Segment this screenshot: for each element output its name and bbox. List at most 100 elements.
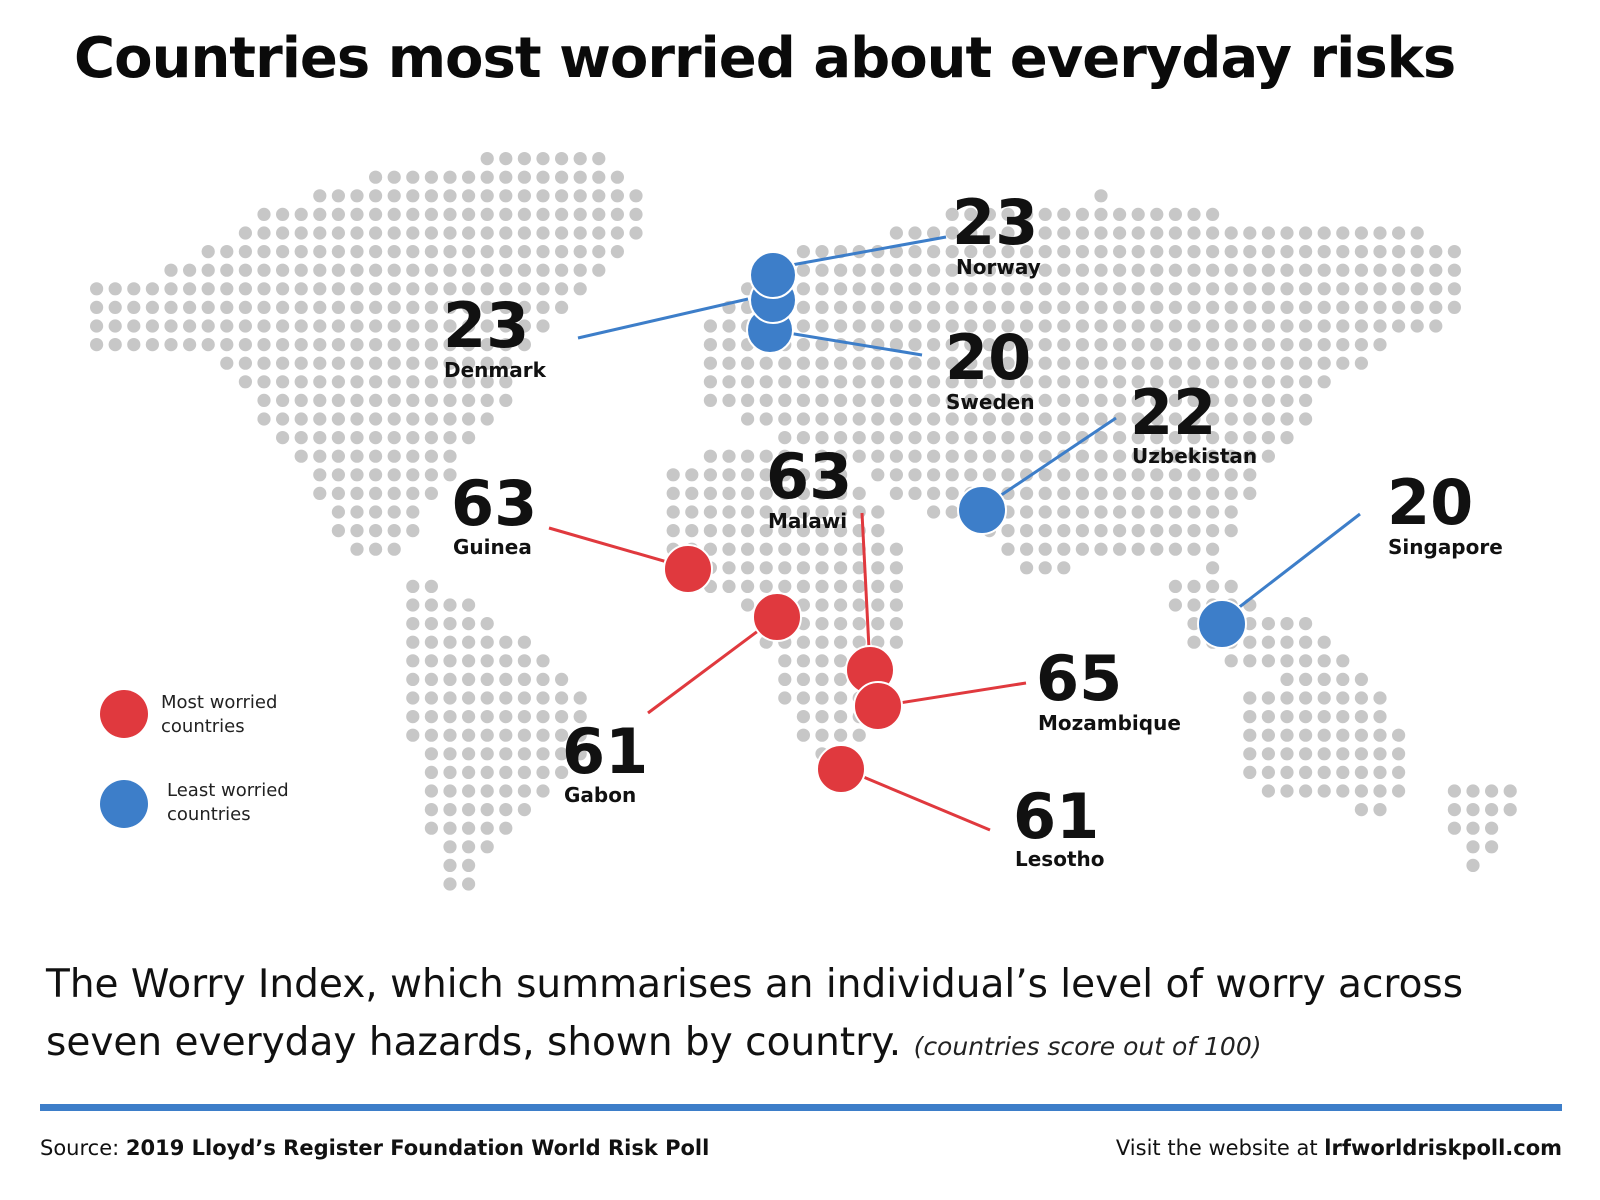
map-dot bbox=[852, 412, 866, 426]
map-dot bbox=[722, 449, 736, 463]
map-dot bbox=[1131, 282, 1145, 296]
map-dot bbox=[1243, 449, 1257, 463]
map-dot bbox=[1206, 431, 1220, 445]
map-dot bbox=[1150, 505, 1164, 519]
map-dot bbox=[499, 189, 513, 203]
map-dot bbox=[1392, 784, 1406, 798]
map-dot bbox=[1131, 245, 1145, 259]
map-dot bbox=[796, 412, 811, 426]
map-dot bbox=[424, 263, 438, 277]
map-dot bbox=[1001, 319, 1015, 333]
map-dot bbox=[592, 207, 606, 221]
map-dot bbox=[387, 319, 401, 333]
map-dot bbox=[238, 263, 252, 277]
map-dot bbox=[1243, 654, 1257, 668]
map-dot bbox=[424, 728, 438, 742]
map-dot bbox=[796, 672, 811, 687]
map-dot bbox=[517, 765, 532, 780]
marker-singapore bbox=[1197, 599, 1247, 649]
map-dot bbox=[1206, 282, 1220, 296]
map-dot bbox=[536, 170, 550, 184]
map-dot bbox=[982, 207, 997, 221]
map-dot bbox=[1057, 375, 1071, 389]
map-dot bbox=[871, 468, 885, 482]
map-dot bbox=[536, 300, 550, 314]
map-dot bbox=[1354, 672, 1368, 687]
map-dot bbox=[982, 356, 997, 370]
map-dot bbox=[889, 226, 904, 240]
map-dot bbox=[406, 356, 420, 370]
map-dot bbox=[1187, 375, 1201, 389]
map-dot bbox=[1075, 524, 1089, 538]
map-dot bbox=[741, 412, 755, 426]
map-dot bbox=[1075, 207, 1089, 221]
map-dot bbox=[796, 300, 811, 314]
map-dot bbox=[1243, 765, 1257, 780]
map-dot bbox=[499, 728, 513, 742]
map-dot bbox=[480, 691, 494, 705]
map-dot bbox=[443, 840, 457, 854]
map-dot bbox=[313, 207, 327, 221]
map-dot bbox=[331, 468, 345, 482]
map-dot bbox=[443, 263, 457, 277]
map-dot bbox=[1317, 747, 1331, 761]
map-dot bbox=[1150, 207, 1164, 221]
map-dot bbox=[424, 412, 438, 426]
map-dot bbox=[462, 356, 476, 370]
country-name-denmark: Denmark bbox=[444, 358, 547, 382]
map-dot bbox=[313, 375, 327, 389]
map-dot bbox=[1094, 319, 1108, 333]
map-dot bbox=[722, 319, 736, 333]
map-dot bbox=[871, 449, 885, 463]
map-dot bbox=[889, 579, 904, 594]
map-dot bbox=[945, 449, 959, 463]
map-dot bbox=[294, 282, 308, 296]
map-dot bbox=[294, 449, 308, 463]
map-dot bbox=[1354, 245, 1368, 259]
map-dot bbox=[517, 728, 532, 742]
map-dot bbox=[424, 710, 438, 724]
map-dot bbox=[908, 486, 922, 500]
map-dot bbox=[759, 393, 773, 407]
map-dot bbox=[1001, 282, 1015, 296]
map-dot bbox=[424, 821, 438, 835]
map-dot bbox=[424, 654, 438, 668]
map-dot bbox=[1243, 226, 1257, 240]
country-name-lesotho: Lesotho bbox=[1015, 847, 1105, 871]
map-dot bbox=[889, 393, 904, 407]
map-dot bbox=[424, 765, 438, 780]
map-dot bbox=[1299, 300, 1313, 314]
map-dot bbox=[964, 356, 978, 370]
map-dot bbox=[499, 635, 513, 649]
map-dot bbox=[331, 189, 345, 203]
map-dot bbox=[815, 412, 829, 426]
map-dot bbox=[331, 486, 345, 500]
map-dot bbox=[238, 226, 252, 240]
map-dot bbox=[759, 542, 773, 556]
map-dot bbox=[1354, 356, 1368, 370]
map-dot bbox=[536, 245, 550, 259]
map-dot bbox=[1001, 300, 1015, 314]
map-dot bbox=[443, 672, 457, 687]
map-dot bbox=[424, 300, 438, 314]
map-dot bbox=[629, 189, 643, 203]
map-dot bbox=[815, 449, 829, 463]
map-dot bbox=[145, 300, 159, 314]
map-dot bbox=[406, 338, 420, 352]
map-dot bbox=[1038, 245, 1052, 259]
map-dot bbox=[350, 393, 364, 407]
website-link[interactable]: lrfworldriskpoll.com bbox=[1324, 1136, 1562, 1160]
map-dot bbox=[908, 431, 922, 445]
map-dot bbox=[1001, 431, 1015, 445]
map-dot bbox=[1224, 486, 1238, 500]
map-dot bbox=[406, 691, 420, 705]
map-dot bbox=[982, 282, 997, 296]
marker-guinea bbox=[663, 544, 713, 594]
map-dot bbox=[276, 431, 290, 445]
map-dot bbox=[1001, 226, 1015, 240]
map-dot bbox=[350, 505, 364, 519]
map-dot bbox=[889, 598, 904, 612]
map-dot bbox=[1373, 691, 1387, 705]
map-dot bbox=[834, 356, 848, 370]
map-dot bbox=[406, 579, 420, 594]
